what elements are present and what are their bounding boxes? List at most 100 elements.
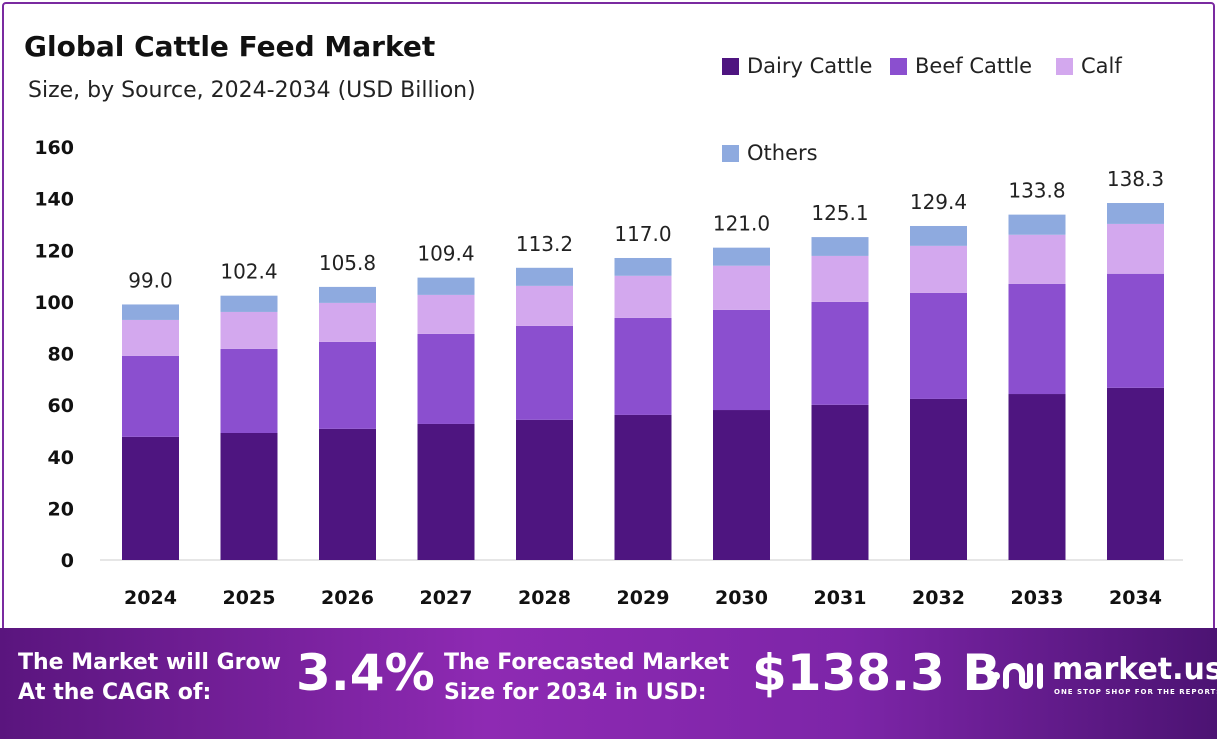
bar-beef-cattle-2032 [910, 292, 967, 399]
y-tick-label: 100 [34, 292, 74, 314]
bar-dairy-cattle-2033 [1008, 394, 1066, 560]
x-tick-label: 2025 [223, 587, 276, 609]
y-tick-label: 20 [48, 498, 74, 520]
bar-calf-2024 [122, 319, 179, 356]
total-label: 105.8 [319, 251, 376, 275]
total-label: 102.4 [220, 260, 277, 284]
total-label: 99.0 [128, 268, 173, 292]
cagr-label-line: At the CAGR of: [18, 680, 212, 705]
bar-others-2027 [417, 277, 475, 295]
bar-dairy-cattle-2025 [220, 433, 278, 560]
bar-others-2031 [811, 237, 869, 256]
bar-beef-cattle-2025 [220, 348, 278, 434]
total-label: 138.3 [1107, 167, 1164, 191]
legend-swatch [1056, 57, 1073, 75]
x-tick-label: 2026 [321, 587, 374, 609]
forecast-value: $138.3 B [752, 644, 1001, 702]
x-tick-label: 2024 [124, 587, 177, 609]
legend-label: Beef Cattle [915, 54, 1033, 78]
cagr-value: 3.4% [296, 644, 435, 702]
bar-others-2026 [319, 286, 376, 303]
y-tick-label: 80 [48, 344, 74, 366]
bar-others-2024 [122, 304, 179, 320]
x-tick-label: 2032 [912, 587, 965, 609]
bar-others-2029 [614, 257, 672, 276]
bar-dairy-cattle-2026 [319, 428, 376, 560]
bar-beef-cattle-2034 [1107, 273, 1164, 388]
logo-tagline: ONE STOP SHOP FOR THE REPORTS [1054, 688, 1217, 696]
bar-dairy-cattle-2024 [122, 436, 179, 560]
bar-others-2030 [713, 247, 770, 266]
x-tick-label: 2030 [715, 587, 768, 609]
total-label: 113.2 [516, 232, 573, 256]
x-tick-label: 2028 [518, 587, 571, 609]
bar-beef-cattle-2033 [1008, 283, 1066, 395]
bar-calf-2027 [417, 294, 475, 334]
cagr-label-line: The Market will Grow [18, 650, 281, 675]
y-tick-label: 40 [48, 447, 74, 469]
bar-calf-2029 [614, 275, 672, 318]
total-label: 125.1 [811, 201, 868, 225]
bar-others-2032 [910, 225, 967, 246]
x-tick-label: 2031 [814, 587, 867, 609]
bar-calf-2026 [319, 302, 376, 342]
total-label: 121.0 [713, 212, 770, 236]
legend-beef-cattle: Beef Cattle [890, 54, 1032, 78]
bar-beef-cattle-2028 [516, 325, 573, 420]
bar-beef-cattle-2027 [417, 333, 475, 424]
bar-calf-2031 [811, 255, 869, 302]
legend-label: Calf [1081, 54, 1122, 78]
total-label: 129.4 [910, 190, 967, 214]
bar-beef-cattle-2031 [811, 301, 869, 405]
bar-others-2033 [1008, 214, 1066, 235]
bar-beef-cattle-2024 [122, 355, 179, 437]
legend-swatch [722, 144, 739, 162]
legend-others: Others [722, 141, 818, 165]
total-label: 117.0 [614, 222, 671, 246]
logo-name: market.us [1052, 652, 1217, 687]
bar-dairy-cattle-2034 [1107, 387, 1164, 560]
logo-icon [992, 663, 1043, 689]
y-tick-label: 140 [34, 189, 74, 211]
footer-banner: The Market will Grow At the CAGR of: 3.4%… [0, 628, 1217, 739]
chart-title: Global Cattle Feed Market [24, 30, 436, 63]
legend-swatch [890, 57, 907, 75]
legend-label: Dairy Cattle [747, 54, 873, 78]
bar-dairy-cattle-2028 [516, 419, 573, 560]
bar-calf-2030 [713, 265, 770, 310]
legend-calf: Calf [1056, 54, 1122, 78]
x-tick-label: 2029 [617, 587, 670, 609]
legend-label: Others [747, 141, 818, 165]
x-tick-label: 2034 [1109, 587, 1162, 609]
bar-dairy-cattle-2032 [910, 398, 967, 560]
bar-beef-cattle-2030 [713, 309, 770, 411]
cagr-label: The Market will Grow At the CAGR of: [18, 648, 281, 708]
bar-calf-2033 [1008, 234, 1066, 284]
y-tick-label: 120 [34, 240, 74, 262]
forecast-label-line: Size for 2034 in USD: [444, 680, 707, 705]
bar-calf-2028 [516, 285, 573, 326]
y-tick-label: 0 [61, 550, 74, 572]
bar-dairy-cattle-2031 [811, 404, 869, 560]
total-label: 133.8 [1008, 179, 1065, 203]
y-tick-label: 160 [34, 137, 74, 159]
chart-subtitle: Size, by Source, 2024-2034 (USD Billion) [28, 78, 476, 103]
legend-swatch [722, 57, 739, 75]
bar-calf-2034 [1107, 223, 1164, 274]
legend-dairy-cattle: Dairy Cattle [722, 54, 872, 78]
bar-calf-2025 [220, 311, 278, 349]
bar-calf-2032 [910, 245, 967, 293]
bar-dairy-cattle-2027 [417, 423, 475, 560]
forecast-label: The Forecasted Market Size for 2034 in US… [444, 648, 729, 708]
bar-dairy-cattle-2029 [614, 414, 672, 560]
total-label: 109.4 [417, 242, 474, 266]
bar-others-2028 [516, 267, 573, 286]
bar-beef-cattle-2026 [319, 341, 376, 429]
bar-beef-cattle-2029 [614, 317, 672, 415]
chart-plot: 0 20 40 60 80 100 120 140 160 99.0 2024 102.4 2025 10… [34, 137, 1183, 609]
x-tick-label: 2027 [420, 587, 473, 609]
bar-others-2034 [1107, 203, 1164, 224]
forecast-label-line: The Forecasted Market [444, 650, 730, 675]
bar-others-2025 [220, 295, 278, 312]
x-tick-label: 2033 [1011, 587, 1064, 609]
